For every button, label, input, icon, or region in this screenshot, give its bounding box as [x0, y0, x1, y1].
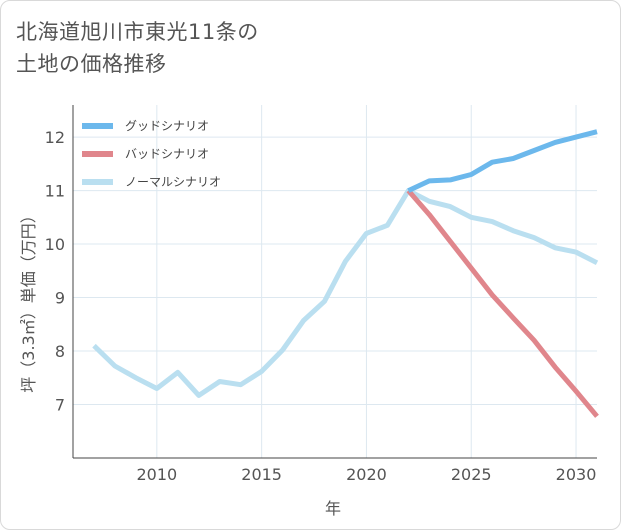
legend-label-2: バッドシナリオ [125, 147, 209, 161]
legend-label-1: グッドシナリオ [125, 119, 209, 133]
series-layer [92, 129, 599, 418]
chart-title-line-2: 土地の価格推移 [16, 52, 167, 76]
legend-label-3: ノーマルシナリオ [125, 175, 221, 189]
series-line-1 [407, 129, 598, 193]
axes [72, 105, 597, 459]
y-axis-label: 坪（3.3㎡）単価（万円） [19, 207, 38, 392]
x-axis-label: 年 [325, 499, 341, 518]
x-tick-label-2015: 2015 [241, 465, 282, 484]
series-line-3 [92, 188, 599, 398]
tick-labels: 2010 2015 2020 2025 2030 7 8 9 10 11 12 [45, 128, 597, 484]
x-tick-label-2010: 2010 [136, 465, 177, 484]
y-tick-label-9: 9 [55, 289, 65, 308]
y-tick-label-10: 10 [45, 235, 65, 254]
y-tick-label-8: 8 [55, 342, 65, 361]
chart-title: 北海道旭川市東光11条の 土地の価格推移 [16, 16, 436, 80]
grid-lines [73, 105, 597, 458]
y-tick-label-7: 7 [55, 396, 65, 415]
x-tick-label-2020: 2020 [346, 465, 387, 484]
chart-title-line-1: 北海道旭川市東光11条の [16, 20, 259, 44]
y-tick-label-12: 12 [45, 128, 65, 147]
series-line-2 [406, 188, 599, 418]
x-tick-label-2030: 2030 [556, 465, 597, 484]
y-tick-label-11: 11 [45, 182, 65, 201]
x-tick-label-2025: 2025 [451, 465, 492, 484]
